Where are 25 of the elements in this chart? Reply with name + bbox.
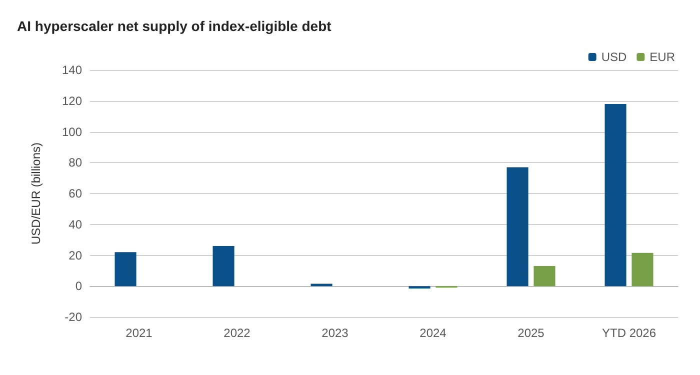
bar (506, 167, 528, 286)
x-tick-label: 2023 (322, 326, 349, 340)
x-tick-label: 2021 (126, 326, 153, 340)
y-tick-label: 100 (62, 124, 82, 139)
legend-label: USD (601, 50, 627, 64)
y-tick-label: 0 (75, 279, 82, 294)
bar (114, 252, 136, 286)
chart-title: AI hyperscaler net supply of index-eligible debt (17, 18, 332, 34)
legend-label: EUR (650, 50, 676, 64)
y-tick-label: 120 (62, 94, 82, 108)
y-tick-label: 40 (68, 217, 82, 232)
x-tick-label: YTD 2026 (602, 326, 656, 340)
bar (632, 252, 654, 286)
y-axis-title: USD/EUR (billions) (29, 142, 43, 245)
bar (604, 104, 626, 286)
y-tick-label: 60 (68, 186, 82, 200)
x-tick-label: 2024 (420, 326, 447, 340)
y-tick-label: 20 (68, 248, 82, 262)
x-tick-label: 2022 (224, 326, 251, 340)
bar (534, 266, 556, 286)
y-tick-label: 80 (68, 156, 82, 170)
y-tick-label: -20 (64, 310, 82, 324)
bar (212, 246, 234, 286)
y-tick-label: 140 (62, 63, 82, 77)
x-tick-label: 2025 (518, 326, 545, 340)
